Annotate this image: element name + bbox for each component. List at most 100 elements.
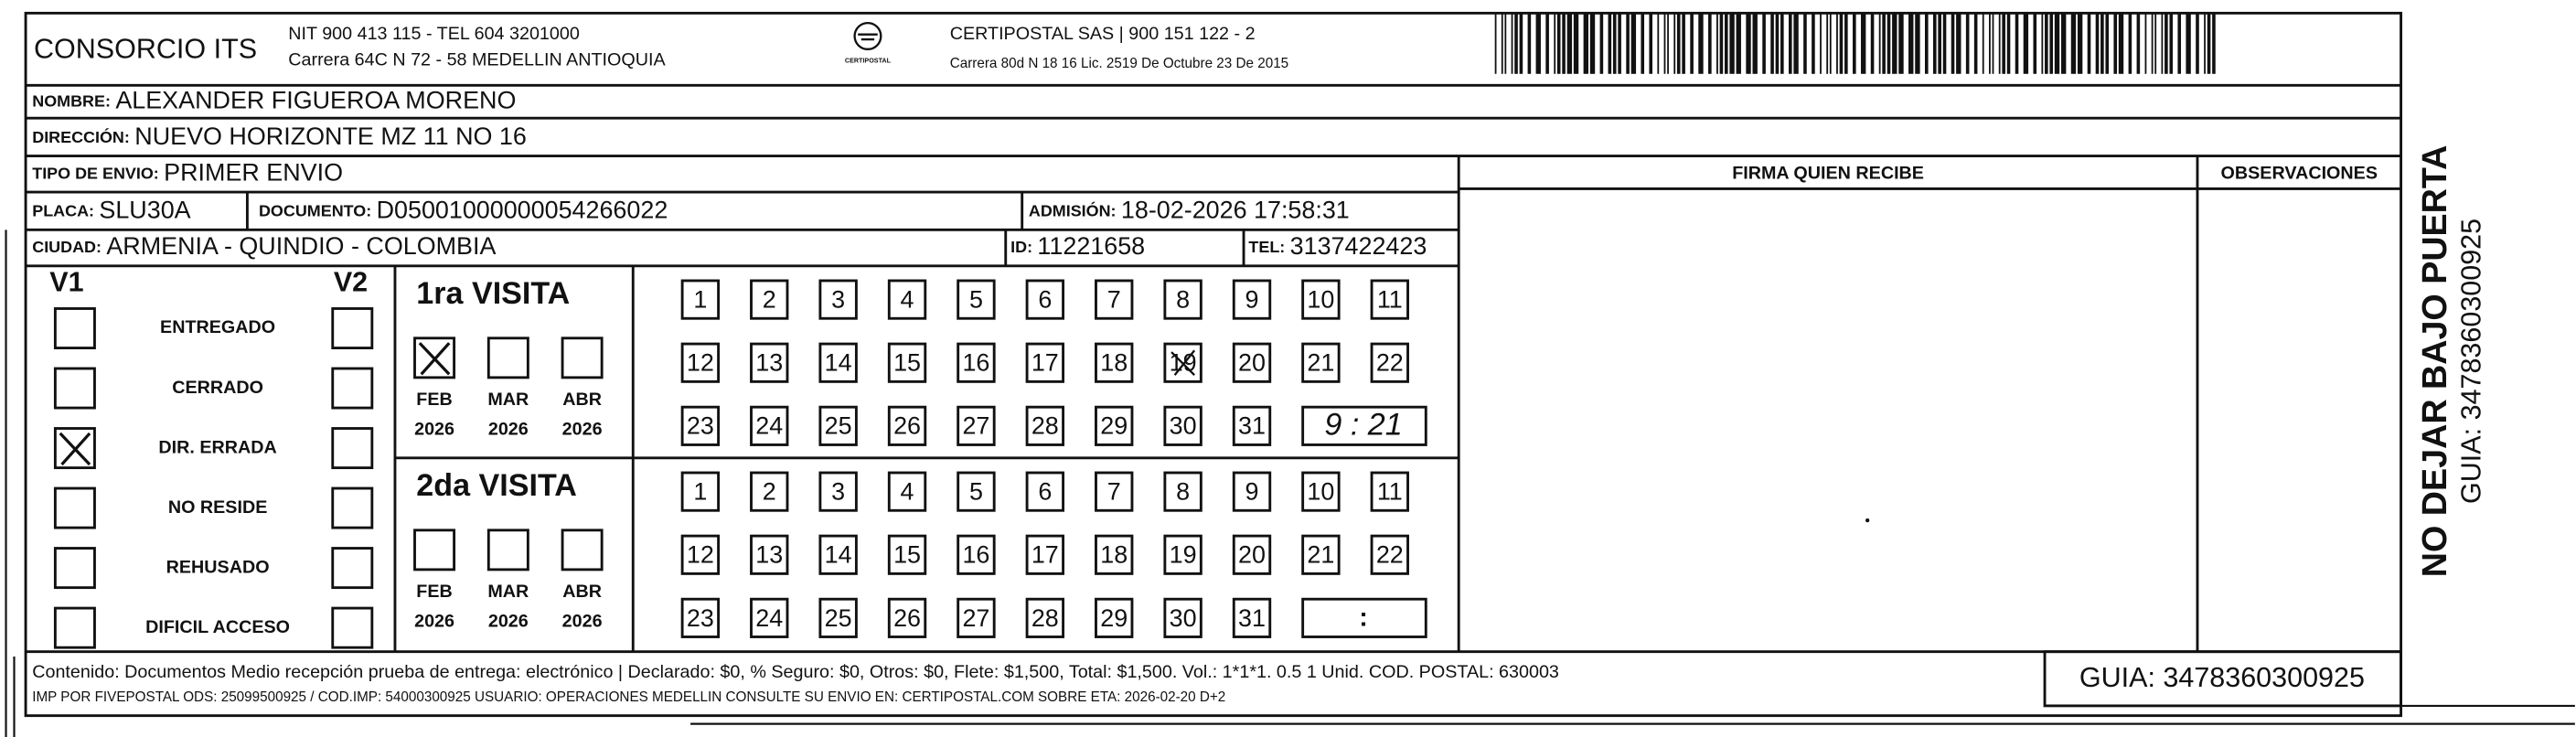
barcode-bar xyxy=(2169,13,2174,74)
company-name: CONSORCIO ITS xyxy=(34,34,257,65)
barcode-bar xyxy=(2100,13,2104,74)
barcode-bar xyxy=(1938,13,1941,74)
barcode-bar xyxy=(2095,13,2100,74)
courier-info: Carrera 80d N 18 16 Lic. 2519 De Octubre… xyxy=(950,56,1288,71)
barcode-bar xyxy=(1573,13,1579,74)
day-number: 20 xyxy=(1238,349,1266,377)
barcode-bar xyxy=(1663,13,1666,74)
day-number: 1 xyxy=(693,286,707,314)
barcode-bar xyxy=(1556,13,1561,74)
day-number: 16 xyxy=(962,541,989,569)
barcode-bar xyxy=(1844,13,1848,74)
barcode-bar xyxy=(1836,13,1838,74)
checkbox xyxy=(680,471,721,512)
day-number: 11 xyxy=(1377,478,1403,506)
checkbox xyxy=(486,336,529,379)
checkbox xyxy=(53,427,96,470)
barcode-bar xyxy=(1583,13,1589,74)
checkbox xyxy=(818,279,858,320)
visit-title: 1ra VISITA xyxy=(416,276,570,311)
barcode-bar xyxy=(2033,13,2037,74)
checkbox xyxy=(1095,405,1134,446)
day-number: 22 xyxy=(1376,349,1404,377)
day-number: 8 xyxy=(1176,478,1190,506)
barcode-bar xyxy=(2023,13,2029,74)
barcode-bar xyxy=(1746,13,1751,74)
barcode-bar xyxy=(1618,13,1621,74)
field-value: 11221658 xyxy=(1037,232,1145,260)
barcode-bar xyxy=(1932,13,1937,74)
barcode-bar xyxy=(1545,13,1549,74)
field-value: D05001000000054266022 xyxy=(377,197,668,224)
day-number: 22 xyxy=(1376,541,1404,569)
checkbox xyxy=(1370,279,1409,320)
day-number: 9 xyxy=(1245,286,1259,314)
checkbox xyxy=(53,606,96,649)
barcode-bar xyxy=(2070,13,2077,74)
barcode-bar xyxy=(2161,13,2164,74)
day-number: 23 xyxy=(687,604,714,632)
barcode-bar xyxy=(1908,13,1914,74)
field-label: TEL: xyxy=(1248,238,1285,256)
barcode-bar xyxy=(1853,13,1856,74)
field-label: CIUDAD: xyxy=(32,238,102,256)
checkbox xyxy=(1025,405,1065,446)
day-number: 25 xyxy=(825,604,852,632)
checkbox xyxy=(561,336,604,379)
barcode-bar xyxy=(1812,13,1815,74)
barcode-bar xyxy=(1676,13,1681,74)
barcode-bar xyxy=(1820,13,1822,74)
reason-label: REHUSADO xyxy=(166,557,270,577)
barcode-bar xyxy=(1915,13,1920,74)
reason-label: CERRADO xyxy=(172,378,263,398)
day-number: 2 xyxy=(763,478,776,506)
barcode-bar xyxy=(1951,13,1955,74)
day-number: 14 xyxy=(825,541,852,569)
field-value: PRIMER ENVIO xyxy=(164,158,343,186)
checkbox xyxy=(957,279,996,320)
checkbox xyxy=(413,336,456,379)
day-number: 29 xyxy=(1100,412,1128,440)
day-number: 2 xyxy=(763,286,776,314)
barcode-bar xyxy=(2186,13,2191,74)
barcode-bar xyxy=(1870,13,1875,74)
barcode-bar xyxy=(1878,13,1881,74)
barcode-bar xyxy=(1716,13,1718,74)
company-info: Carrera 64C N 72 - 58 MEDELLIN ANTIOQUIA xyxy=(288,50,666,70)
checkbox xyxy=(331,427,374,470)
year-label: 2026 xyxy=(488,420,529,440)
checkbox xyxy=(750,405,789,446)
field-value: 3137422423 xyxy=(1290,232,1427,260)
checkbox xyxy=(680,405,721,446)
barcode-bar xyxy=(1504,13,1507,74)
barcode-bar xyxy=(1982,13,1984,74)
checkbox xyxy=(1301,342,1341,383)
checkbox xyxy=(53,547,96,590)
checkbox xyxy=(1232,534,1272,575)
field: TIPO DE ENVIO: PRIMER ENVIO xyxy=(32,158,343,186)
checkbox xyxy=(486,529,529,571)
day-number: 9 xyxy=(1245,478,1259,506)
barcode-bar xyxy=(2204,13,2206,74)
checkbox xyxy=(331,367,374,410)
month-label: ABR xyxy=(562,582,602,602)
v2-label: V2 xyxy=(334,267,368,298)
checkbox xyxy=(1301,405,1427,446)
barcode-bar xyxy=(2049,13,2054,74)
v1-label: V1 xyxy=(49,267,83,298)
day-number: 19 xyxy=(1170,541,1197,569)
barcode-bar xyxy=(1803,13,1807,74)
checkbox xyxy=(1232,405,1272,446)
checkbox xyxy=(413,529,456,571)
barcode-bar xyxy=(1673,13,1676,74)
barcode-bar xyxy=(1775,13,1780,74)
checkbox xyxy=(561,529,604,571)
day-number: 6 xyxy=(1038,286,1052,314)
barcode-bar xyxy=(1898,13,1904,74)
day-number: 1 xyxy=(693,478,707,506)
field: NOMBRE: ALEXANDER FIGUEROA MORENO xyxy=(32,86,516,113)
reason-label: DIR. ERRADA xyxy=(158,437,276,457)
field-label: TIPO DE ENVIO: xyxy=(32,164,159,182)
checkbox xyxy=(1163,405,1202,446)
